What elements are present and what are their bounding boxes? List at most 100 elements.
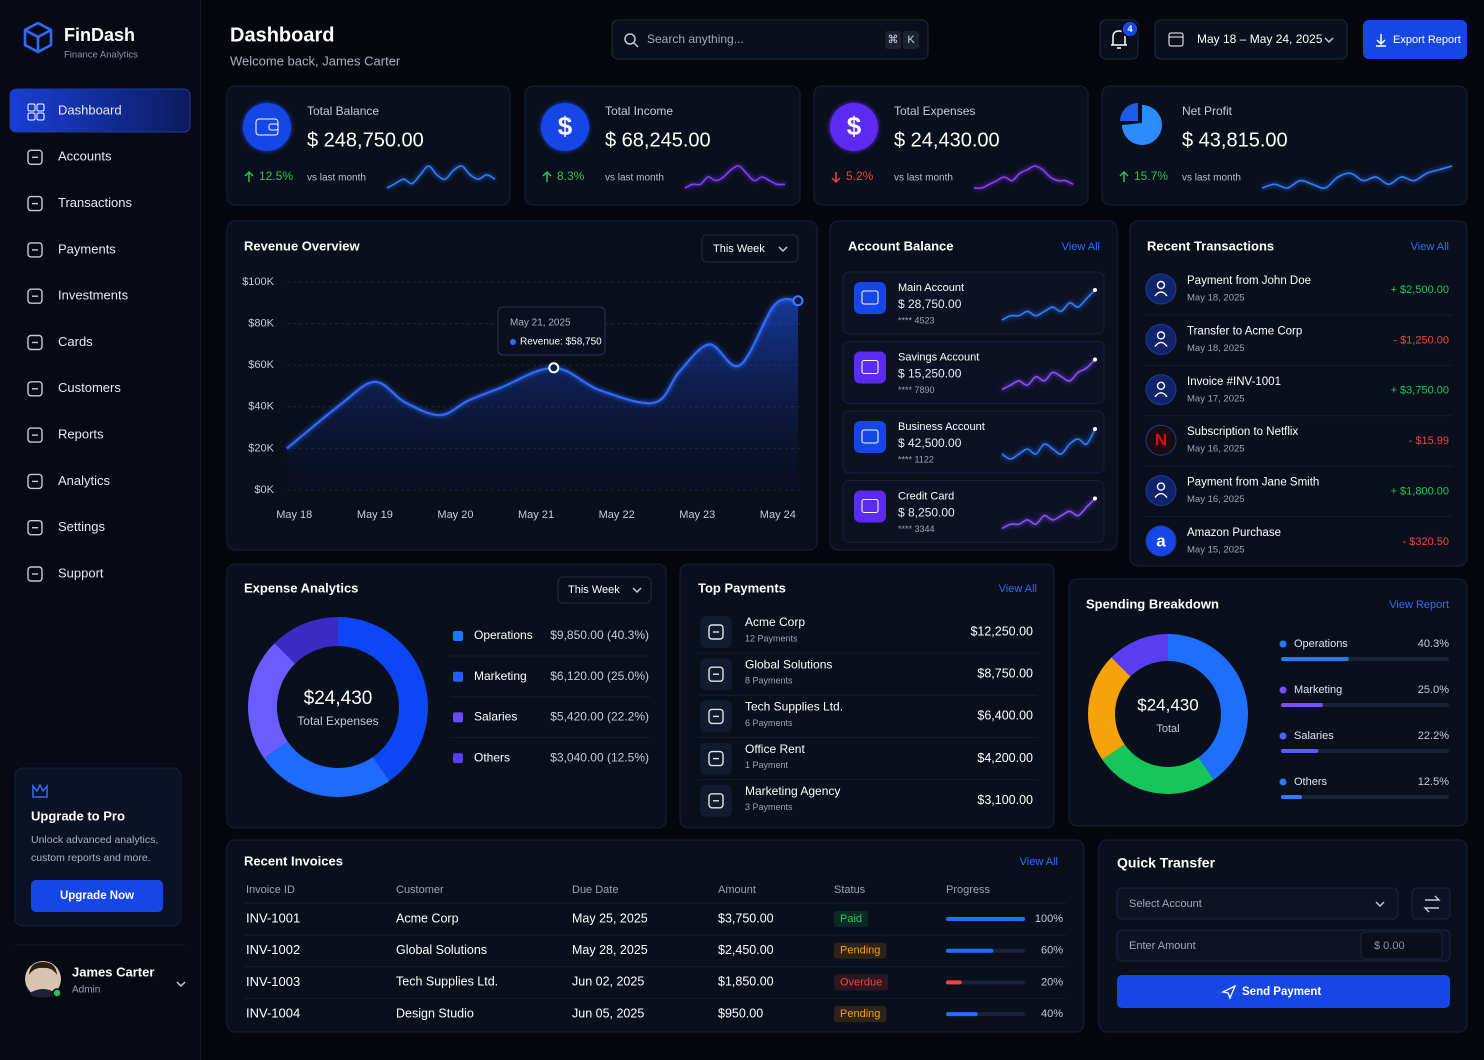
send-icon bbox=[1221, 984, 1237, 1000]
nav-label: Transactions bbox=[58, 195, 132, 210]
column-header: Amount bbox=[718, 884, 756, 896]
y-tick-label: $60K bbox=[248, 359, 274, 371]
swap-icon bbox=[1423, 895, 1441, 913]
kpi-compare: vs last month bbox=[894, 173, 953, 184]
avatar-hair bbox=[29, 962, 57, 975]
nav-item[interactable] bbox=[14, 325, 186, 361]
status-pill bbox=[834, 942, 887, 959]
account-number: **** 3344 bbox=[898, 524, 935, 534]
tooltip-text: Revenue: $58,750 bbox=[520, 337, 602, 348]
date-picker[interactable] bbox=[1154, 19, 1348, 60]
account-name: Savings Account bbox=[898, 351, 979, 363]
status-label: Pending bbox=[840, 945, 880, 957]
chevron bbox=[778, 246, 788, 253]
transaction-glyph bbox=[1154, 291, 1168, 297]
column-header: Customer bbox=[396, 884, 444, 896]
account-item[interactable] bbox=[842, 410, 1105, 474]
date-range: May 18 – May 24, 2025 bbox=[1197, 32, 1323, 46]
transactions-card bbox=[1129, 220, 1468, 567]
cell: Acme Corp bbox=[396, 911, 459, 925]
transaction-amount: - $1,250.00 bbox=[1393, 334, 1449, 346]
payment-count: 3 Payments bbox=[745, 802, 793, 812]
avatar-body bbox=[30, 989, 56, 998]
sparkline bbox=[1001, 289, 1096, 321]
swap-button[interactable] bbox=[1411, 887, 1451, 920]
filter-dropdown[interactable] bbox=[701, 234, 799, 263]
kpi-card bbox=[226, 85, 511, 206]
top-payments-card bbox=[679, 563, 1055, 829]
send-button[interactable] bbox=[1117, 975, 1450, 1008]
transaction-icon bbox=[1145, 525, 1177, 557]
kpi-value: $ 68,245.00 bbox=[605, 129, 711, 151]
invoices-card bbox=[226, 839, 1085, 1033]
chevron bbox=[632, 587, 642, 594]
cell: INV-1004 bbox=[246, 1006, 300, 1021]
kpi-value: $ 248,750.00 bbox=[307, 129, 424, 151]
nav-active bbox=[9, 88, 191, 133]
x-tick-label: May 21 bbox=[518, 509, 554, 521]
transaction-glyph bbox=[1156, 280, 1166, 290]
kpi-compare: vs last month bbox=[1182, 173, 1241, 184]
logo bbox=[23, 21, 53, 54]
sparkline bbox=[1001, 497, 1096, 530]
account-name: Credit Card bbox=[898, 490, 954, 502]
kpi-change: 12.5% bbox=[259, 169, 293, 183]
export-button[interactable] bbox=[1363, 20, 1467, 59]
legend-label: Operations bbox=[1294, 638, 1348, 650]
x-tick-label: May 19 bbox=[357, 509, 393, 521]
progress-bar bbox=[946, 948, 994, 953]
search-box[interactable] bbox=[611, 19, 929, 60]
area bbox=[287, 298, 798, 490]
icon bbox=[27, 566, 43, 582]
payment-name: Global Solutions bbox=[745, 657, 832, 671]
account-item[interactable] bbox=[842, 271, 1105, 335]
status-label: Paid bbox=[840, 913, 862, 925]
status-label: Overdue bbox=[840, 976, 882, 988]
legend-swatch bbox=[453, 712, 463, 723]
kpi-compare: vs last month bbox=[307, 173, 366, 184]
legend-label: Others bbox=[474, 750, 510, 764]
nav-label: Settings bbox=[58, 519, 105, 534]
payment-amount: $8,750.00 bbox=[977, 666, 1033, 680]
nav-label: Investments bbox=[58, 288, 129, 303]
transaction-glyph bbox=[1156, 331, 1166, 340]
x-tick-label: May 22 bbox=[599, 509, 635, 521]
cell: Tech Supplies Ltd. bbox=[396, 975, 498, 989]
tooltip-title: May 21, 2025 bbox=[510, 318, 571, 329]
kpi-value: $ 43,815.00 bbox=[1182, 129, 1288, 151]
badge bbox=[1121, 20, 1139, 38]
avatar bbox=[25, 961, 61, 997]
account-balance: $ 42,500.00 bbox=[898, 436, 962, 450]
chevron bbox=[1324, 37, 1334, 44]
transaction-glyph bbox=[1154, 492, 1168, 499]
upgrade-button[interactable] bbox=[31, 880, 163, 912]
nav-label: Analytics bbox=[58, 473, 111, 488]
status-pill bbox=[834, 1006, 887, 1023]
calendar-icon bbox=[1168, 32, 1184, 47]
account-item[interactable] bbox=[842, 480, 1105, 543]
donut-center-value: $24,430 bbox=[304, 688, 373, 709]
bar-track bbox=[1281, 703, 1449, 707]
trend-arrow bbox=[1119, 170, 1129, 182]
card-title: Quick Transfer bbox=[1117, 855, 1216, 871]
donut-segment bbox=[1168, 634, 1248, 780]
payment-name: Office Rent bbox=[745, 742, 805, 756]
legend-value: 40.3% bbox=[1418, 638, 1449, 650]
transaction-title: Invoice #INV-1001 bbox=[1187, 376, 1281, 388]
payment-amount: $12,250.00 bbox=[970, 624, 1033, 638]
cell: 40% bbox=[1041, 1008, 1063, 1020]
transaction-icon bbox=[1145, 424, 1177, 456]
icon bbox=[27, 242, 43, 258]
cell: 100% bbox=[1035, 913, 1063, 925]
donut-center-label: Total bbox=[1156, 723, 1179, 735]
account-number: **** 4523 bbox=[898, 315, 935, 325]
account-item[interactable] bbox=[842, 341, 1105, 404]
donut-segment bbox=[247, 643, 296, 759]
y-tick-label: $80K bbox=[248, 318, 274, 330]
legend-value: $5,420.00 (22.2%) bbox=[550, 710, 649, 724]
transaction-glyph bbox=[1156, 381, 1166, 390]
legend-label: Salaries bbox=[1294, 730, 1334, 742]
account-select[interactable] bbox=[1116, 887, 1399, 920]
y-tick-label: $0K bbox=[254, 484, 274, 496]
filter-dropdown[interactable] bbox=[557, 576, 652, 604]
